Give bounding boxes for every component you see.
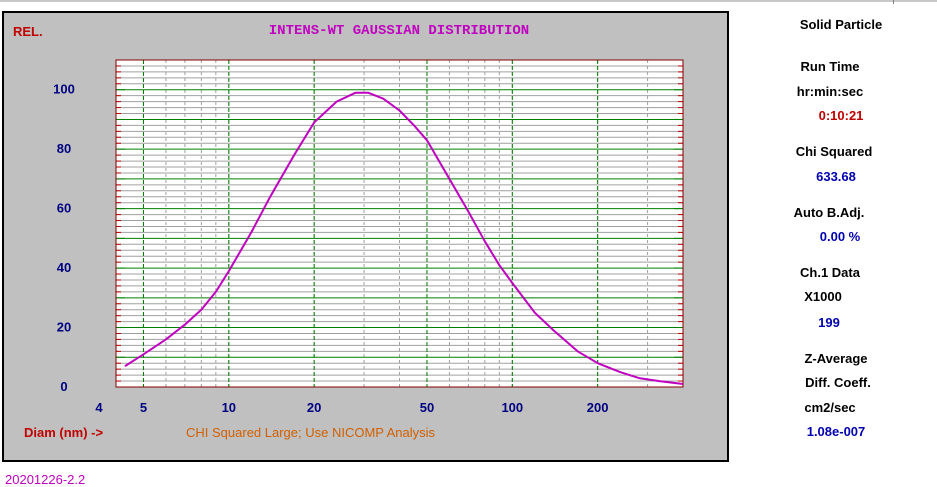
run-time-label: Run Time bbox=[800, 59, 860, 74]
window-top-divider bbox=[893, 0, 894, 4]
x-tick-label: 200 bbox=[587, 400, 609, 415]
y-tick-label: 40 bbox=[57, 260, 71, 275]
ch1-data-label: Ch.1 Data bbox=[800, 265, 860, 280]
sample-id: 20201226-2.2 bbox=[5, 472, 86, 487]
plot-frame bbox=[115, 59, 684, 388]
z-average-label: Z-Average bbox=[804, 351, 868, 366]
diff-coeff-label: Diff. Coeff. bbox=[805, 375, 871, 390]
distribution-curve bbox=[124, 91, 684, 385]
y-axis-label: REL. bbox=[13, 24, 43, 39]
x-tick-label: 20 bbox=[307, 400, 321, 415]
y-tick-label: 20 bbox=[57, 320, 71, 335]
y-tick-label: 60 bbox=[57, 201, 71, 216]
x-tick-label: 10 bbox=[222, 400, 236, 415]
y-tick-label: 100 bbox=[53, 82, 75, 97]
run-time-units: hr:min:sec bbox=[796, 84, 864, 99]
x-tick-label: 4 bbox=[95, 400, 103, 415]
ch1-data-value: 199 bbox=[818, 315, 840, 330]
y-tick-label: 0 bbox=[60, 379, 67, 394]
diff-coeff-value: 1.08e-007 bbox=[806, 424, 866, 439]
chi-squared-label: Chi Squared bbox=[795, 144, 873, 159]
chart-title: INTENS-WT GAUSSIAN DISTRIBUTION bbox=[269, 23, 529, 39]
x-axis-label: Diam (nm) -> bbox=[24, 425, 104, 440]
auto-baseline-label: Auto B.Adj. bbox=[793, 205, 865, 220]
x-tick-label: 5 bbox=[140, 400, 147, 415]
y-tick-label: 80 bbox=[57, 141, 71, 156]
chi-warning-message: CHI Squared Large; Use NICOMP Analysis bbox=[186, 425, 436, 440]
particle-type: Solid Particle bbox=[799, 17, 883, 32]
ch1-multiplier: X1000 bbox=[804, 289, 842, 304]
auto-baseline-value: 0.00 % bbox=[819, 229, 861, 244]
chi-squared-value: 633.68 bbox=[816, 169, 856, 184]
diff-coeff-units: cm2/sec bbox=[804, 400, 856, 415]
chart-panel: 0 20 40 60 80 100 4 5 10 20 50 100 200 INTENS-WT GAUS… bbox=[2, 11, 729, 462]
run-time-value: 0:10:21 bbox=[818, 108, 864, 123]
window-top-border bbox=[0, 0, 937, 2]
x-tick-label: 50 bbox=[420, 400, 434, 415]
x-tick-label: 100 bbox=[501, 400, 523, 415]
distribution-chart: 0 20 40 60 80 100 4 5 10 20 50 100 200 INTENS-WT GAUS… bbox=[13, 23, 684, 440]
